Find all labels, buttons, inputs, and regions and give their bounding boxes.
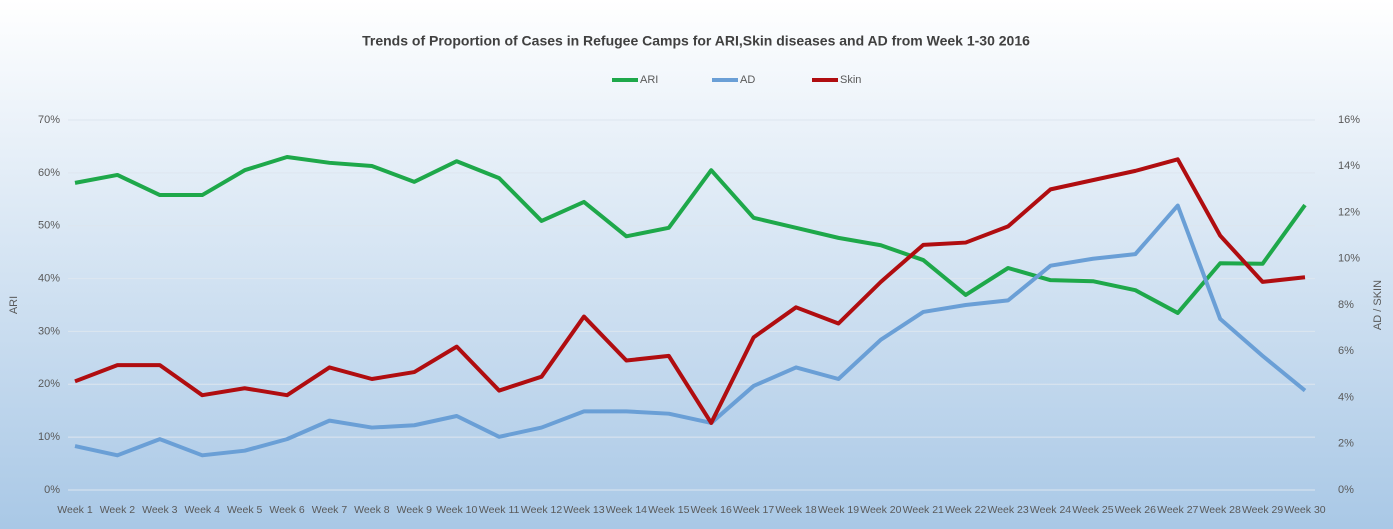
x-tick-label: Week 4 (185, 504, 221, 516)
x-tick-label: Week 23 (987, 504, 1028, 516)
x-tick-label: Week 24 (1030, 504, 1071, 516)
y2-axis-title: AD / SKIN (1372, 280, 1384, 330)
x-tick-label: Week 11 (479, 504, 520, 516)
x-tick-label: Week 26 (1115, 504, 1156, 516)
x-tick-label: Week 14 (606, 504, 647, 516)
y-tick-label: 70% (38, 114, 60, 126)
legend-label: AD (740, 74, 755, 86)
x-tick-label: Week 7 (312, 504, 348, 516)
plot (74, 155, 1307, 458)
y2-tick-label: 6% (1338, 345, 1354, 357)
x-tick-label: Week 17 (733, 504, 774, 516)
y2-tick-label: 14% (1338, 160, 1360, 172)
y2-tick-label: 16% (1338, 114, 1360, 126)
x-tick-label: Week 19 (818, 504, 859, 516)
x-tick-label: Week 16 (691, 504, 732, 516)
y2-tick-label: 12% (1338, 206, 1360, 218)
x-tick-label: Week 8 (354, 504, 390, 516)
x-tick-label: Week 25 (1072, 504, 1113, 516)
x-tick-label: Week 27 (1157, 504, 1198, 516)
y-tick-label: 10% (38, 431, 60, 443)
chart-title: Trends of Proportion of Cases in Refugee… (362, 33, 1030, 49)
x-tick-label: Week 21 (903, 504, 944, 516)
x-tick-label: Week 30 (1284, 504, 1325, 516)
y-tick-label: 60% (38, 167, 60, 179)
y2-tick-label: 8% (1338, 299, 1354, 311)
y2-tick-label: 4% (1338, 391, 1354, 403)
x-tick-label: Week 29 (1242, 504, 1283, 516)
y2-tick-label: 10% (1338, 253, 1360, 265)
grid (68, 119, 1315, 491)
x-tick-label: Week 6 (269, 504, 305, 516)
x-tick-label: Week 9 (397, 504, 433, 516)
x-tick-label: Week 12 (521, 504, 562, 516)
series-line (74, 203, 1307, 458)
legend-label: ARI (640, 74, 658, 86)
x-tick-label: Week 1 (57, 504, 93, 516)
x-tick-label: Week 3 (142, 504, 178, 516)
y-tick-label: 20% (38, 378, 60, 390)
series-line (74, 155, 1307, 315)
y-tick-label: 40% (38, 272, 60, 284)
x-tick-label: Week 18 (775, 504, 816, 516)
y-tick-label: 0% (44, 484, 60, 496)
y-axis-title: ARI (8, 296, 20, 314)
series-line (74, 157, 1306, 425)
x-tick-label: Week 20 (860, 504, 901, 516)
x-tick-label: Week 22 (945, 504, 986, 516)
y-tick-label: 50% (38, 220, 60, 232)
x-tick-label: Week 13 (563, 504, 604, 516)
y2-tick-label: 2% (1338, 438, 1354, 450)
y2-tick-label: 0% (1338, 484, 1354, 496)
x-tick-label: Week 28 (1200, 504, 1241, 516)
y-tick-label: 30% (38, 325, 60, 337)
x-tick-label: Week 15 (648, 504, 689, 516)
x-tick-label: Week 10 (436, 504, 477, 516)
legend-label: Skin (840, 74, 861, 86)
x-tick-label: Week 5 (227, 504, 263, 516)
x-tick-label: Week 2 (100, 504, 136, 516)
